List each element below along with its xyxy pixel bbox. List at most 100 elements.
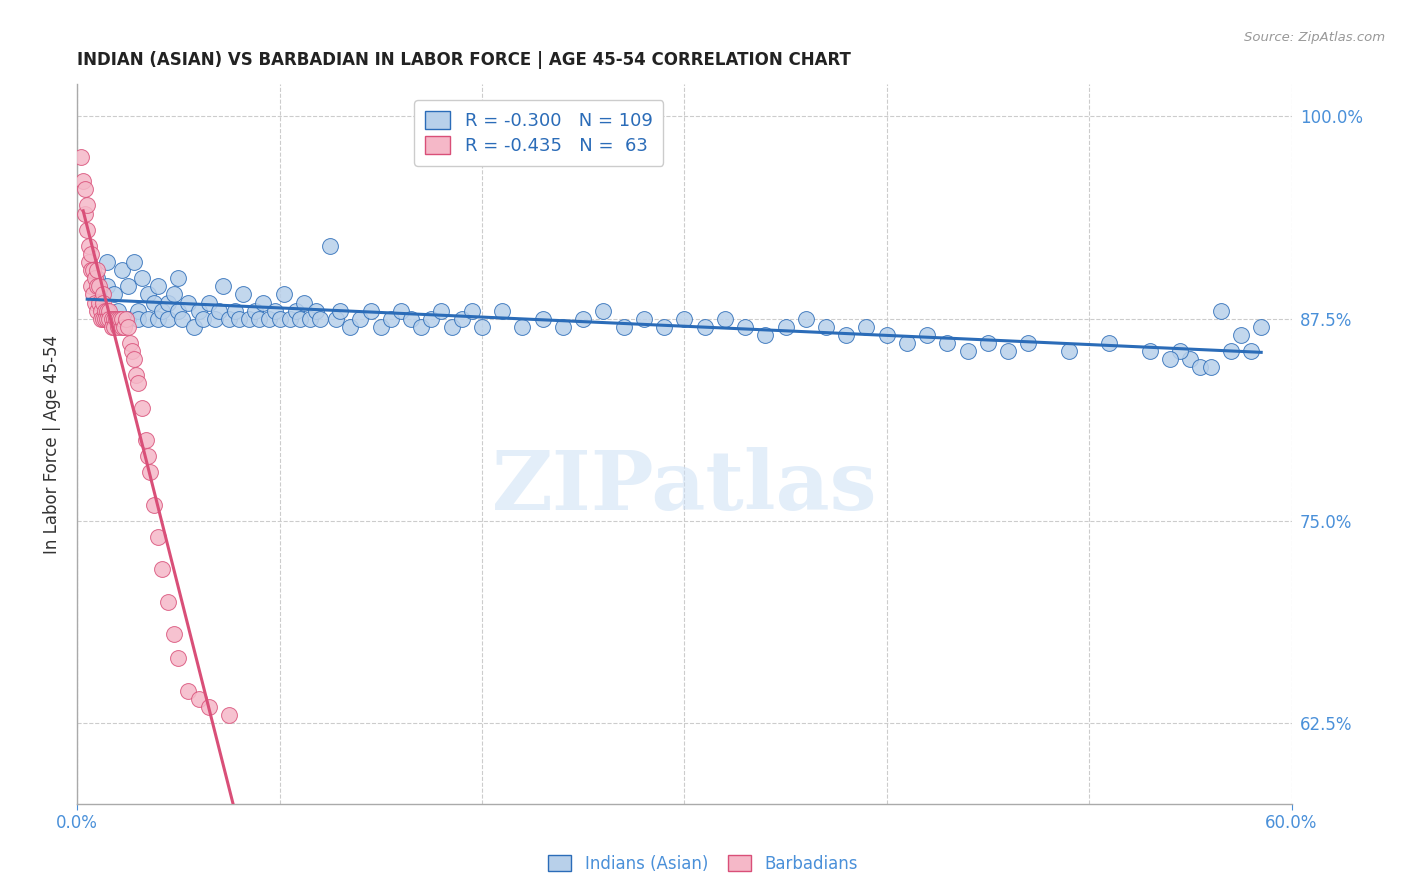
Text: Source: ZipAtlas.com: Source: ZipAtlas.com (1244, 31, 1385, 45)
Point (420, 311, 443, 326)
Point (259, 311, 281, 326)
Point (551, 319, 574, 334)
Point (86, 279, 108, 293)
Point (204, 311, 226, 326)
Point (915, 327, 938, 342)
Point (218, 311, 240, 326)
Point (104, 311, 127, 326)
Point (86, 271, 108, 285)
Point (107, 303, 129, 318)
Point (211, 279, 233, 293)
Point (997, 344, 1019, 359)
Point (1209, 303, 1232, 318)
Point (114, 311, 136, 326)
Point (96, 303, 118, 318)
Point (977, 335, 1000, 350)
Point (103, 287, 125, 301)
Point (98, 303, 121, 318)
Point (86, 303, 108, 318)
Point (94, 311, 117, 326)
Point (471, 319, 494, 334)
Point (136, 287, 159, 301)
Point (72, 174, 94, 188)
Point (77, 239, 100, 253)
Point (329, 303, 352, 318)
Point (319, 239, 342, 253)
Point (111, 311, 134, 326)
Point (273, 287, 295, 301)
Point (269, 311, 291, 326)
Point (127, 376, 149, 391)
Point (1098, 335, 1121, 350)
Point (86, 263, 108, 277)
Point (298, 311, 321, 326)
Point (264, 303, 287, 318)
Point (238, 311, 260, 326)
Point (936, 335, 959, 350)
Point (82, 287, 104, 301)
Point (399, 311, 422, 326)
Point (157, 595, 180, 609)
Point (187, 303, 209, 318)
Point (278, 311, 301, 326)
Point (136, 449, 159, 463)
Point (411, 319, 433, 334)
Point (75, 182, 97, 196)
Point (139, 466, 162, 480)
Point (876, 327, 898, 342)
Point (835, 327, 858, 342)
Point (76, 198, 98, 212)
Point (652, 319, 675, 334)
Point (191, 311, 214, 326)
Point (108, 311, 131, 326)
Point (252, 295, 274, 310)
Point (146, 279, 169, 293)
Point (80, 279, 103, 293)
Point (98, 311, 121, 326)
Text: ZIPatlas: ZIPatlas (492, 447, 877, 527)
Point (1189, 360, 1212, 375)
Point (896, 335, 918, 350)
Point (794, 311, 817, 326)
Point (127, 303, 149, 318)
Point (325, 311, 347, 326)
Point (127, 311, 149, 326)
Point (1168, 344, 1191, 359)
Point (512, 319, 534, 334)
Point (389, 303, 412, 318)
Point (93, 295, 115, 310)
Point (288, 311, 311, 326)
Point (167, 271, 190, 285)
Point (461, 303, 484, 318)
Point (1250, 319, 1272, 334)
Point (94, 303, 117, 318)
Point (90, 295, 112, 310)
Point (613, 319, 636, 334)
Point (100, 311, 122, 326)
Point (157, 295, 180, 310)
Point (76, 223, 98, 237)
Point (1139, 344, 1161, 359)
Point (187, 691, 209, 706)
Point (197, 700, 219, 714)
Point (77, 255, 100, 269)
Point (232, 287, 254, 301)
Point (1180, 352, 1202, 367)
Point (150, 303, 173, 318)
Point (177, 295, 200, 310)
Point (284, 303, 307, 318)
Point (491, 303, 513, 318)
Point (118, 335, 141, 350)
Point (673, 311, 696, 326)
Point (90, 311, 112, 326)
Point (1219, 344, 1241, 359)
Point (111, 263, 134, 277)
Point (125, 368, 148, 383)
Point (172, 311, 194, 326)
Point (136, 311, 159, 326)
Point (734, 319, 756, 334)
Point (775, 319, 797, 334)
Point (956, 344, 979, 359)
Point (122, 255, 145, 269)
Point (531, 311, 554, 326)
